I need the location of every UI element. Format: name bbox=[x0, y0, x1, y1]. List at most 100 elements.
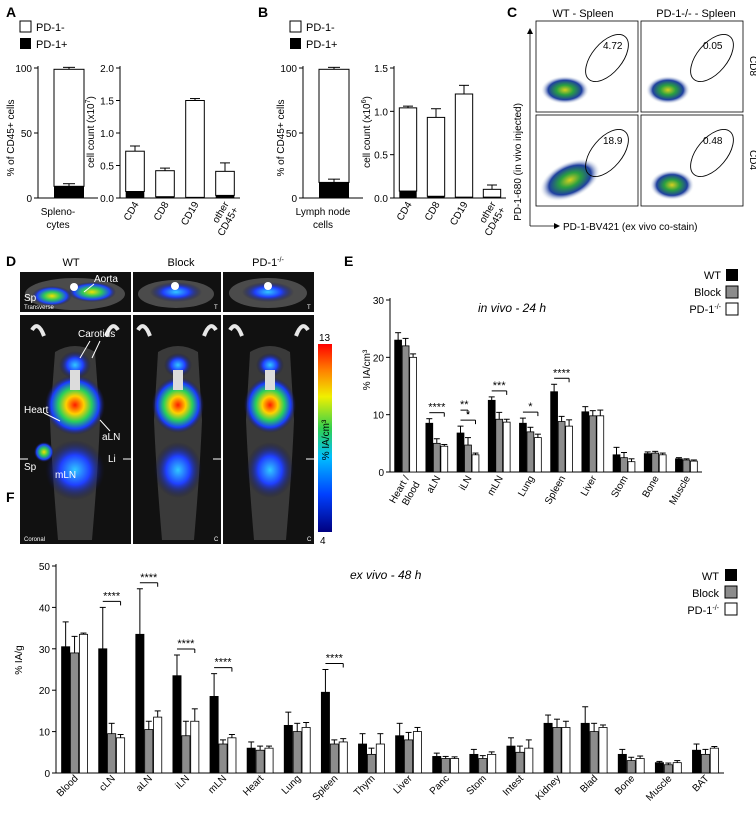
d-signal-heart bbox=[152, 377, 204, 433]
bar-ko bbox=[487, 753, 497, 774]
bar-block bbox=[432, 442, 441, 473]
y-tick-label: 20 bbox=[373, 353, 385, 364]
bar-wt bbox=[283, 724, 293, 774]
b-pct-category-line1: Lymph node bbox=[296, 207, 351, 218]
bar-ko bbox=[627, 461, 636, 473]
bar-pd1-pos bbox=[399, 191, 417, 198]
category-label: Heart bbox=[241, 773, 266, 798]
bar-block bbox=[441, 758, 451, 774]
bar-wt bbox=[580, 722, 590, 774]
category-label: Intest bbox=[501, 773, 526, 798]
bar-wt bbox=[550, 391, 558, 473]
bar-ko bbox=[375, 743, 385, 774]
d-col-title-block: Block bbox=[168, 257, 195, 269]
bar-ko bbox=[440, 445, 449, 473]
category-label: Spleen bbox=[311, 773, 341, 803]
bar-pd1-pos bbox=[427, 196, 445, 198]
category-label: Blood bbox=[55, 773, 81, 799]
bar-wt bbox=[643, 453, 652, 473]
category-label: Heart /Blood bbox=[388, 474, 423, 512]
significance-label: **** bbox=[326, 653, 344, 665]
y-tick-label: 0.5 bbox=[374, 151, 388, 162]
category-label: BAT bbox=[691, 773, 712, 794]
significance-label: **** bbox=[428, 402, 446, 414]
d-signal-carotids bbox=[256, 353, 284, 377]
legend-a: PD-1- PD-1+ bbox=[19, 20, 68, 51]
category-label: Bone bbox=[641, 474, 662, 500]
d-signal-spleen bbox=[34, 442, 54, 462]
bar-block bbox=[495, 418, 504, 473]
d-signal bbox=[242, 282, 294, 302]
y-tick-label: 1.0 bbox=[374, 107, 388, 118]
f-legend-ko: PD-1-/- bbox=[687, 605, 719, 617]
bar-block bbox=[651, 452, 660, 473]
bar-wt bbox=[394, 339, 402, 473]
category-label: otherCD45+ bbox=[473, 199, 508, 238]
bar-ko bbox=[78, 633, 88, 774]
category-label: Thym bbox=[352, 773, 377, 798]
d-scale-min: 4 bbox=[320, 536, 326, 547]
bar-wt bbox=[487, 399, 496, 473]
bar-block bbox=[700, 753, 710, 774]
category-label: cLN bbox=[97, 773, 117, 793]
d-signal-abdomen bbox=[45, 440, 105, 500]
legend-label-neg: PD-1- bbox=[36, 22, 65, 34]
bar-block bbox=[181, 735, 191, 774]
bar-wt bbox=[654, 762, 664, 774]
e-legend-wt: WT bbox=[704, 270, 721, 282]
legend-label-neg: PD-1- bbox=[306, 22, 335, 34]
legend-swatch-pos bbox=[20, 38, 31, 49]
category-label: Stom bbox=[609, 474, 630, 500]
d-signal bbox=[150, 282, 202, 302]
e-legend-swatch-ko bbox=[725, 302, 739, 316]
y-tick-label: 0.5 bbox=[100, 162, 114, 173]
d-spine bbox=[173, 370, 183, 390]
d-view-coronal: Coronal bbox=[24, 537, 45, 543]
bar-pd1-pos bbox=[125, 191, 145, 198]
bar-wt bbox=[519, 422, 527, 473]
bar-block bbox=[144, 729, 154, 774]
d-view-c: C bbox=[307, 537, 312, 543]
bar-wt bbox=[172, 675, 182, 774]
c-ylabel: PD-1-680 (in vivo injected) bbox=[513, 103, 524, 221]
bar-ko bbox=[534, 437, 542, 473]
e-title: in vivo - 24 h bbox=[478, 301, 546, 315]
bar-pd1-neg bbox=[53, 68, 85, 187]
bar-ko bbox=[658, 454, 667, 473]
f-chart: 0 10 20 30 40 50 Blood cLN aLN iLN mLN Heart Lung Spl… bbox=[39, 562, 724, 804]
a-pct-category-line2: cytes bbox=[46, 220, 69, 231]
c-gate-wt-cd8 bbox=[585, 34, 629, 82]
c-gate-ko-cd8 bbox=[690, 34, 734, 82]
f-legend: WT Block PD-1-/- bbox=[687, 569, 738, 617]
c-col-title-ko: PD-1-/- - Spleen bbox=[656, 8, 735, 20]
d-label-carotids: Carotids bbox=[78, 329, 115, 340]
significance-label: **** bbox=[140, 572, 158, 584]
f-legend-block: Block bbox=[692, 588, 719, 600]
b-pct-category-line2: cells bbox=[313, 220, 333, 231]
c-dots-ko-cd8 bbox=[646, 76, 690, 104]
bar-block bbox=[107, 733, 117, 774]
bar-wt bbox=[469, 753, 479, 774]
d-label-li: Li bbox=[108, 454, 116, 465]
category-label: CD19 bbox=[448, 200, 471, 228]
y-tick-label: 0 bbox=[26, 194, 32, 205]
c-y-arrowhead bbox=[527, 28, 533, 34]
bar-ko bbox=[635, 758, 645, 774]
y-tick-label: 0.0 bbox=[374, 194, 388, 205]
bar-ko bbox=[709, 747, 719, 774]
b-count-chart: 0.0 0.5 1.0 1.5 CD4 CD8 CD19 otherCD45+ bbox=[374, 64, 508, 238]
bar-wt bbox=[675, 458, 683, 473]
panel-label-d: D bbox=[6, 253, 17, 269]
panel-label-a: A bbox=[6, 4, 17, 20]
bar-ko bbox=[301, 727, 311, 774]
category-label: iLN bbox=[174, 773, 192, 791]
category-label: CD4 bbox=[395, 200, 415, 223]
d-spine bbox=[264, 282, 272, 290]
legend-swatch-pos bbox=[290, 38, 301, 49]
d-bones bbox=[136, 324, 218, 337]
y-tick-label: 0 bbox=[378, 468, 384, 479]
e-legend-swatch-wt bbox=[726, 269, 738, 281]
c-gate-value-ko-cd4: 0.48 bbox=[703, 136, 723, 147]
c-row-label-cd8: CD8 bbox=[747, 56, 756, 76]
a-percent-chart: 0 50 100 bbox=[15, 64, 98, 205]
